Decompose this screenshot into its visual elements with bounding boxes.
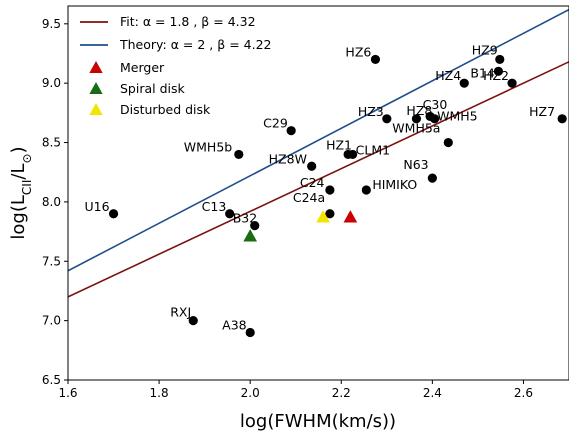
- data-point-hz2: [507, 78, 517, 88]
- x-axis-label: log(FWHM(km/s)): [240, 411, 396, 432]
- point-label-hz7: HZ7: [529, 104, 555, 119]
- point-label-wmh5: WMH5: [437, 108, 478, 123]
- legend-entry-1: Fit: α = 1.8 , β = 4.32: [120, 14, 256, 29]
- marker-merger: [343, 210, 358, 223]
- x-tick-label: 1.8: [150, 386, 169, 400]
- point-label-wmh5b: WMH5b: [184, 139, 232, 154]
- fit-line-1: [68, 61, 569, 298]
- data-point-c13: [225, 209, 235, 219]
- point-label-c30: C30: [423, 97, 448, 112]
- data-point-wmh5a: [443, 137, 453, 148]
- point-label-b14: B14: [470, 65, 495, 80]
- data-point-n63: [427, 173, 437, 183]
- data-point-rxj: [188, 316, 198, 326]
- legend-marker-merger: [89, 61, 103, 74]
- data-point-c24a: [325, 209, 335, 219]
- x-tick-label: 2.0: [241, 386, 260, 400]
- data-point-hz6: [370, 54, 381, 65]
- point-label-hz1: HZ1: [326, 137, 352, 152]
- y-tick-label: 9.0: [42, 76, 61, 90]
- point-label-n63: N63: [403, 157, 428, 172]
- point-label-hz8w: HZ8W: [269, 151, 307, 166]
- point-label-c29: C29: [263, 116, 288, 131]
- legend-entry-disturbed-disk: Disturbed disk: [120, 102, 211, 117]
- y-tick-label: 6.5: [42, 373, 61, 387]
- data-point-b14: [493, 66, 504, 76]
- data-point-clm1: [348, 149, 358, 160]
- point-label-c24: C24: [300, 175, 325, 190]
- plot-frame: [67, 5, 569, 381]
- legend-entry-2: Theory: α = 2 , β = 4.22: [119, 37, 271, 52]
- point-label-rxj: RXJ: [170, 305, 191, 320]
- point-label-u16: U16: [85, 199, 110, 214]
- legend-marker-spiral-disk: [89, 82, 103, 95]
- data-point-c24: [325, 185, 335, 195]
- marker-disturbed-disk: [316, 210, 330, 223]
- y-tick-label: 7.5: [42, 254, 61, 268]
- data-point-a38: [245, 327, 255, 338]
- point-label-hz4: HZ4: [435, 68, 461, 83]
- legend-marker-disturbed-disk: [89, 103, 103, 116]
- axis-ticks: 1.6 1.8 2.0 2.2 2.4 2.6 6.5 7.0 7.5 8.0 8.5 9.0 9.5: [42, 17, 533, 400]
- marker-spiral-disk: [243, 229, 258, 242]
- regression-lines: [68, 8, 569, 298]
- point-label-clm1: CLM1: [356, 142, 390, 157]
- data-point-hz8: [411, 114, 422, 124]
- fit-line-2: [68, 8, 569, 272]
- data-point-b32: [250, 221, 260, 231]
- y-tick-label: 7.0: [42, 314, 61, 328]
- x-tick-label: 2.4: [423, 386, 442, 400]
- y-tick-label: 8.0: [42, 195, 61, 209]
- data-point-wmh5b: [234, 149, 244, 160]
- point-label-hz6: HZ6: [345, 44, 371, 59]
- data-point-hz4: [459, 78, 469, 88]
- highlight-markers: [243, 210, 358, 242]
- point-label-wmh5a: WMH5a: [392, 121, 440, 136]
- point-label-c13: C13: [202, 199, 227, 214]
- point-label-hz9: HZ9: [472, 42, 498, 57]
- data-point-hz8w: [307, 161, 317, 171]
- x-tick-label: 2.2: [332, 386, 351, 400]
- point-label-hz2: HZ2: [483, 68, 509, 83]
- x-tick-label: 1.6: [58, 386, 77, 400]
- y-tick-label: 9.5: [42, 17, 61, 31]
- data-point-hz3: [382, 114, 392, 124]
- legend-entry-merger: Merger: [120, 60, 165, 75]
- data-point-hz9: [495, 54, 505, 65]
- data-point-hz7: [557, 114, 567, 124]
- point-label-c24a: C24a: [293, 190, 325, 205]
- y-axis-label: log(LCII/L⊙): [8, 146, 34, 239]
- data-point-himiko: [361, 185, 371, 195]
- data-point-u16: [108, 209, 119, 219]
- legend: Fit: α = 1.8 , β = 4.32 Theory: α = 2 , β…: [80, 14, 271, 117]
- legend-entry-spiral-disk: Spiral disk: [120, 81, 186, 96]
- point-label-a38: A38: [222, 318, 247, 333]
- point-label-himiko: HIMIKO: [372, 177, 417, 192]
- point-label-b32: B32: [233, 211, 257, 226]
- axes-frame: [67, 5, 569, 381]
- x-tick-label: 2.6: [514, 386, 533, 400]
- point-label-hz3: HZ3: [358, 104, 384, 119]
- point-label-hz8: HZ8: [406, 103, 432, 118]
- data-point-c29: [286, 126, 296, 136]
- y-tick-label: 8.5: [42, 136, 61, 150]
- data-point-wmh5: [425, 111, 435, 122]
